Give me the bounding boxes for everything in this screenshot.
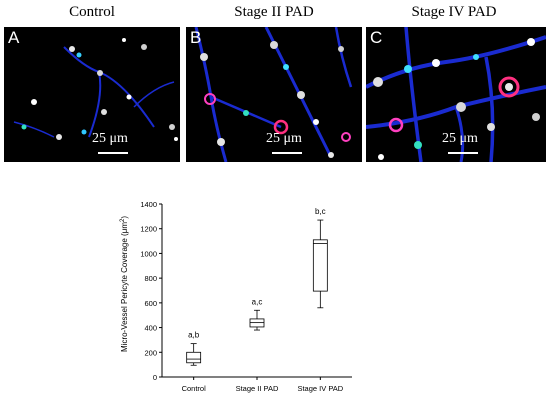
panel-title-a: Control xyxy=(69,4,115,20)
panel-letter-b: B xyxy=(190,28,202,47)
scale-bar-b xyxy=(272,152,302,154)
panel-letter-c: C xyxy=(370,28,383,47)
micrograph-stage-ii: B 25 μm xyxy=(186,27,362,162)
y-tick-label: 400 xyxy=(144,324,157,333)
micrograph-control: A 25 μm xyxy=(4,27,180,162)
micrograph-control-image xyxy=(13,38,178,141)
x-tick-label: Stage II PAD xyxy=(236,384,279,393)
box-plot: 0 200 400 600 800 1000 1200 1400 Control Stage II… xyxy=(120,200,352,393)
box-iqr xyxy=(186,351,202,364)
micrograph-stage-iv: C 25 μm xyxy=(366,27,546,162)
y-tick-label: 200 xyxy=(144,348,157,357)
x-tick-label: Control xyxy=(182,384,207,393)
y-tick-label: 0 xyxy=(153,373,157,382)
scale-bar-a xyxy=(98,152,128,154)
scale-bar-c xyxy=(448,152,478,154)
micrograph-stage-ii-image xyxy=(194,27,353,162)
y-tick-label: 1200 xyxy=(140,225,157,234)
y-tick-label: 1000 xyxy=(140,249,157,258)
y-tick-label: 800 xyxy=(144,274,157,283)
panel-letter-a: A xyxy=(8,28,20,47)
chart-axes: 0 200 400 600 800 1000 1200 1400 Control Stage II… xyxy=(140,200,352,393)
box-annotation: a,c xyxy=(252,297,263,306)
panel-title-b: Stage II PAD xyxy=(234,4,314,20)
panel-title-c: Stage IV PAD xyxy=(411,4,497,20)
micrograph-stage-iv-image xyxy=(366,27,546,162)
box-annotation: b,c xyxy=(315,207,326,216)
scale-label-a: 25 μm xyxy=(92,131,128,146)
chart-boxes: a,b a,c b,c xyxy=(186,207,328,366)
y-tick-label: 1400 xyxy=(140,200,157,209)
scale-label-b: 25 μm xyxy=(266,131,302,146)
y-tick-label: 600 xyxy=(144,299,157,308)
y-axis-label: Micro-Vessel Pericyte Coverage (μm2) xyxy=(120,216,129,352)
scale-label-c: 25 μm xyxy=(442,131,478,146)
box-annotation: a,b xyxy=(188,331,200,340)
box-iqr xyxy=(312,239,328,292)
x-tick-label: Stage IV PAD xyxy=(297,384,343,393)
